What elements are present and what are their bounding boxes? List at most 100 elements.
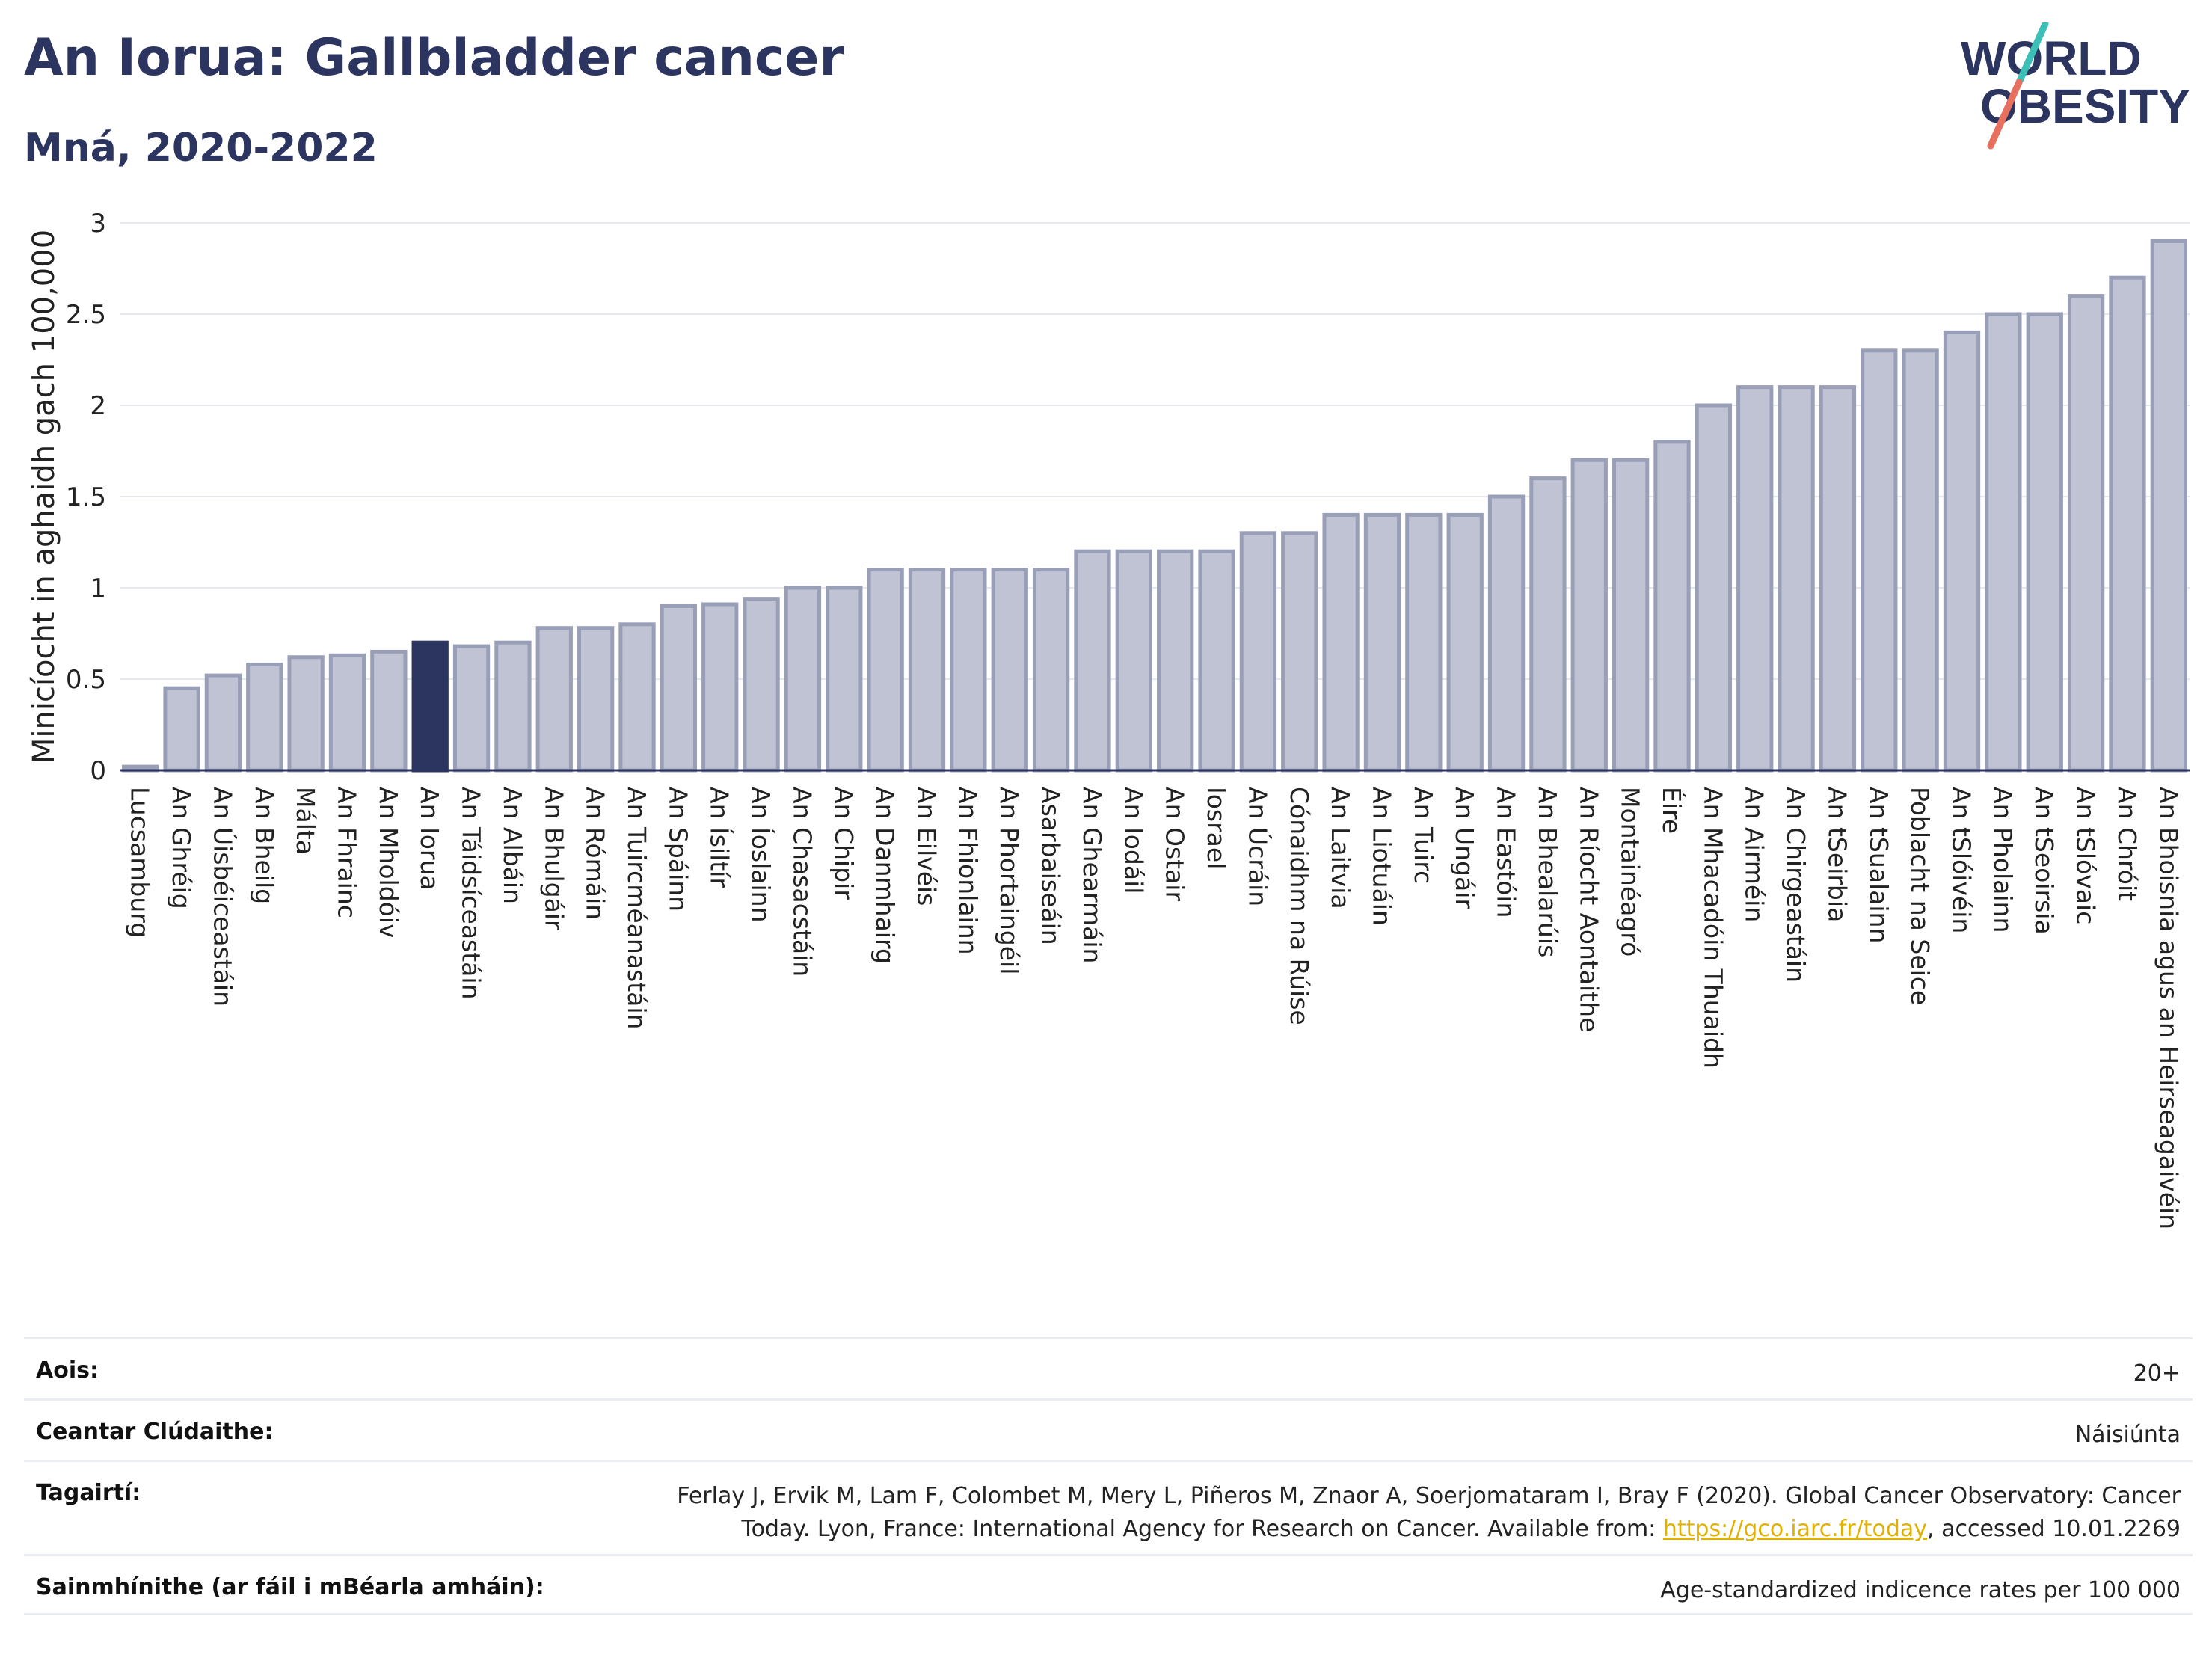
chart-title: An Iorua: Gallbladder cancer bbox=[24, 28, 844, 87]
x-tick-label: An Bhealarúis bbox=[1533, 787, 1562, 957]
x-tick-label: An Fhionlainn bbox=[953, 787, 983, 955]
bar bbox=[2026, 312, 2063, 773]
bar bbox=[908, 568, 946, 773]
bar bbox=[1157, 549, 1194, 773]
bar bbox=[618, 622, 656, 773]
footer-row-area: Ceantar Clúdaithe: Náisiúnta bbox=[24, 1398, 2193, 1460]
x-tick-label: An Chasacstáin bbox=[787, 787, 817, 977]
references-text-3: , accessed 10.01.2269 bbox=[1927, 1516, 2181, 1542]
x-tick-label: An tSeirbia bbox=[1822, 787, 1852, 922]
x-tick-label: An Bheilg bbox=[250, 787, 279, 904]
chart-subtitle: Mná, 2020-2022 bbox=[24, 126, 378, 171]
chart-footer: Aois: 20+ Ceantar Clúdaithe: Náisiúnta T… bbox=[24, 1337, 2193, 1615]
bar bbox=[950, 568, 987, 773]
x-tick-label: An Chirgeastáin bbox=[1781, 787, 1810, 983]
x-tick-label: An Táidsíceastáin bbox=[457, 787, 486, 999]
references-label: Tagairtí: bbox=[36, 1480, 141, 1506]
y-tick-label: 0 bbox=[90, 756, 106, 786]
x-tick-label: Lucsamburg bbox=[126, 787, 155, 938]
bar bbox=[1819, 385, 1857, 773]
x-tick-label: An Iorua bbox=[415, 787, 444, 891]
bar bbox=[577, 626, 615, 773]
footer-row-age: Aois: 20+ bbox=[24, 1337, 2193, 1398]
y-tick-label: 1 bbox=[90, 574, 106, 604]
x-tick-label: An Ísiltír bbox=[705, 787, 735, 888]
x-tick-label: Málta bbox=[291, 787, 320, 855]
x-tick-label: An Rómáin bbox=[581, 787, 610, 920]
logo-word-world: WORLD bbox=[1961, 31, 2142, 85]
bar bbox=[246, 662, 283, 773]
x-tick-label: An Liotuáin bbox=[1367, 787, 1396, 926]
bar bbox=[2067, 294, 2105, 773]
bar bbox=[1570, 458, 1608, 773]
x-tick-label: An Mholdóiv bbox=[374, 787, 403, 939]
x-tick-label: An Laitvia bbox=[1326, 787, 1355, 909]
bar bbox=[1985, 312, 2022, 773]
y-axis-title: Minicíocht in aghaidh gach 100,000 bbox=[27, 230, 61, 764]
x-tick-label: Montainéagró bbox=[1616, 787, 1645, 957]
x-tick-label: An Pholainn bbox=[1988, 787, 2018, 933]
x-tick-label: An Eilvéis bbox=[912, 787, 941, 906]
bar bbox=[1322, 512, 1360, 773]
bar bbox=[1405, 512, 1443, 773]
bar bbox=[1446, 512, 1484, 773]
x-tick-label: An Úisbéiceastáin bbox=[208, 787, 238, 1007]
x-tick-label: An tSeoirsia bbox=[2030, 787, 2059, 935]
bar bbox=[411, 640, 449, 773]
definitions-value: Age-standardized indicence rates per 100… bbox=[1660, 1577, 2181, 1603]
definitions-label: Sainmhínithe (ar fáil i mBéarla amháin): bbox=[36, 1574, 544, 1600]
x-tick-label: An Eastóin bbox=[1492, 787, 1521, 918]
bar bbox=[494, 640, 532, 773]
x-tick-label: An Phortaingéil bbox=[995, 787, 1024, 974]
bar bbox=[1363, 512, 1401, 773]
bar bbox=[2109, 275, 2146, 773]
y-tick-label: 3 bbox=[90, 209, 106, 239]
bar bbox=[1115, 549, 1152, 773]
area-label: Ceantar Clúdaithe: bbox=[36, 1419, 274, 1445]
x-tick-label: Iosrael bbox=[1202, 787, 1231, 869]
x-tick-label: An Tuircméanastáin bbox=[622, 787, 651, 1029]
bar bbox=[1736, 385, 1774, 773]
x-tick-label: Cónaidhm na Rúise bbox=[1285, 787, 1314, 1025]
bar bbox=[452, 644, 491, 773]
bar bbox=[867, 568, 904, 773]
area-value: Náisiúnta bbox=[2074, 1422, 2181, 1448]
y-tick-label: 2.5 bbox=[66, 300, 106, 330]
x-tick-label: An Albáin bbox=[498, 787, 527, 904]
bar bbox=[1943, 330, 1981, 773]
bar bbox=[991, 568, 1028, 773]
bar bbox=[784, 586, 822, 773]
bar bbox=[1612, 458, 1650, 773]
x-tick-label: An Fhrainc bbox=[332, 787, 361, 918]
x-tick-label: An Mhacadóin Thuaidh bbox=[1698, 787, 1727, 1069]
x-tick-label: An tSualainn bbox=[1864, 787, 1893, 943]
bar bbox=[370, 649, 408, 773]
x-tick-label: An Chróit bbox=[2113, 787, 2142, 901]
bar bbox=[1487, 494, 1526, 773]
bar bbox=[1032, 568, 1070, 773]
footer-row-references: Tagairtí: Ferlay J, Ervik M, Lam F, Colo… bbox=[24, 1460, 2193, 1554]
bar bbox=[1695, 403, 1733, 773]
x-tick-label: An Ungáir bbox=[1450, 787, 1479, 909]
y-tick-label: 1.5 bbox=[66, 482, 106, 512]
bar bbox=[287, 655, 325, 773]
x-tick-label: An tSlóvaic bbox=[2071, 787, 2101, 924]
bar bbox=[1529, 476, 1567, 773]
bar bbox=[1074, 549, 1111, 773]
x-tick-label: An Danmhairg bbox=[870, 787, 900, 964]
bar bbox=[1239, 531, 1277, 773]
x-tick-label: An tSlóivéin bbox=[1947, 787, 1976, 933]
bar bbox=[1778, 385, 1815, 773]
footer-row-definitions: Sainmhínithe (ar fáil i mBéarla amháin):… bbox=[24, 1554, 2193, 1615]
bar bbox=[1281, 531, 1318, 773]
bar bbox=[204, 673, 242, 773]
bar bbox=[535, 626, 573, 773]
x-tick-label: An Tuirc bbox=[1409, 787, 1438, 884]
bar bbox=[743, 597, 780, 773]
x-tick-label: An Iodáil bbox=[1119, 787, 1148, 894]
x-tick-label: An Ríocht Aontaithe bbox=[1574, 787, 1603, 1032]
bar bbox=[826, 586, 863, 773]
references-link[interactable]: https://gco.iarc.fr/today bbox=[1662, 1516, 1928, 1542]
y-tick-label: 0.5 bbox=[66, 665, 106, 695]
x-tick-label: An Bhulgáir bbox=[539, 787, 568, 930]
